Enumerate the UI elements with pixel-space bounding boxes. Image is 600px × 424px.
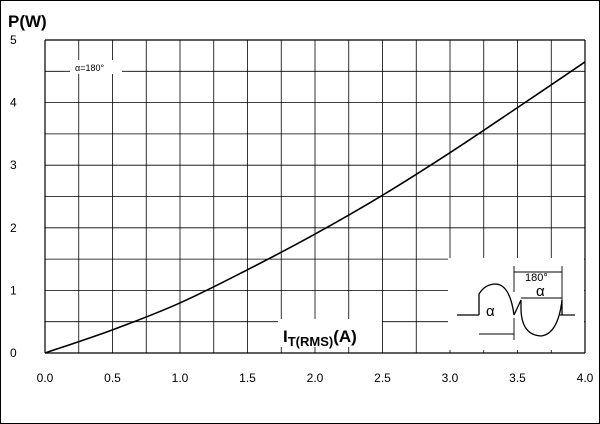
x-tick-label: 0.0 [37,371,54,385]
x-tick-label: 4.0 [577,371,594,385]
inset-negative-halfwave [513,299,563,337]
y-tick-label: 2 [10,221,17,235]
y-tick-label: 0 [10,346,17,360]
x-tick-label: 3.0 [442,371,459,385]
inset-alpha-label-2: α [536,283,545,300]
x-tick-label: 0.5 [104,371,121,385]
series-label-bg [70,60,122,74]
y-axis-title: P(W) [8,12,47,31]
x-tick-label: 2.5 [374,371,391,385]
inset-positive-halfwave [478,283,515,316]
inset-alpha-label-1: α [486,303,495,320]
series-line-alpha-180 [44,61,586,354]
x-tick-label: 1.0 [172,371,189,385]
y-tick-label: 3 [10,158,17,172]
inset-180-label: 180° [525,272,548,284]
x-tick-labels: 0.0 0.5 1.0 1.5 2.0 2.5 3.0 3.5 4.0 [37,371,594,385]
x-axis-title-suffix: (A) [333,327,357,346]
x-axis-title-bg [278,319,382,347]
x-tick-label: 3.5 [509,371,526,385]
x-axis-title-sub: T(RMS) [288,334,334,349]
x-axis-title: IT(RMS)(A) [283,327,357,349]
x-axis-title-main: I [283,327,288,346]
x-tick-label: 2.0 [307,371,324,385]
series-label: α=180° [75,63,104,73]
waveform-inset: α 180° α [448,258,584,350]
y-tick-labels: 0 1 2 3 4 5 [10,33,17,360]
x-tick-label: 1.5 [239,371,256,385]
grid [44,39,586,354]
y-tick-label: 4 [10,96,17,110]
y-tick-label: 1 [10,283,17,297]
y-tick-label: 5 [10,33,17,47]
